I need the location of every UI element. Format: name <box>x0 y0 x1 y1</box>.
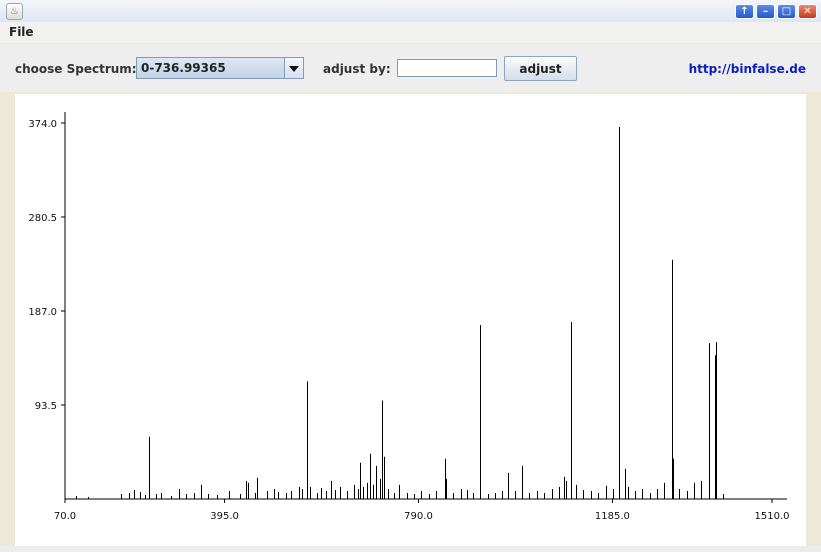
adjust-input[interactable] <box>397 59 497 77</box>
menu-bar: File <box>0 22 821 43</box>
rollup-icon[interactable]: ↑ <box>735 4 754 19</box>
maximize-icon[interactable]: □ <box>777 4 796 19</box>
java-app-icon: ♨ <box>6 3 23 20</box>
peaks-group <box>76 127 724 499</box>
title-bar: ♨ ↑ – □ ✕ <box>0 0 821 23</box>
x-tick-label: 790.0 <box>404 511 433 522</box>
x-tick-label: 70.0 <box>54 511 76 522</box>
choose-spectrum-label: choose Spectrum: <box>15 62 137 76</box>
menu-file[interactable]: File <box>9 25 34 39</box>
close-icon[interactable]: ✕ <box>798 4 817 19</box>
x-tick-label: 1185.0 <box>595 511 630 522</box>
spectrum-chart: 70.0 395.0 790.0 1185.0 1510.0 93.5 187.0 280.5… <box>28 112 790 522</box>
x-tick-label: 395.0 <box>210 511 239 522</box>
chevron-down-icon[interactable] <box>284 58 303 78</box>
adjust-button[interactable]: adjust <box>504 56 577 81</box>
spectrum-select-value: 0-736.99365 <box>141 61 226 75</box>
minimize-icon[interactable]: – <box>756 4 775 19</box>
y-tick-label: 374.0 <box>28 119 57 130</box>
binfalse-link[interactable]: http://binfalse.de <box>688 62 806 76</box>
y-tick-label: 280.5 <box>28 213 57 224</box>
chart-panel: 70.0 395.0 790.0 1185.0 1510.0 93.5 187.0 280.5… <box>15 94 806 546</box>
adjust-by-label: adjust by: <box>323 62 391 76</box>
window-footer <box>0 546 821 552</box>
spectrum-select[interactable]: 0-736.99365 <box>136 57 304 79</box>
x-tick-label: 1510.0 <box>755 511 790 522</box>
y-tick-label: 93.5 <box>35 401 57 412</box>
ticks-group: 70.0 395.0 790.0 1185.0 1510.0 93.5 187.0 280.5… <box>28 119 789 522</box>
y-tick-label: 187.0 <box>28 307 57 318</box>
